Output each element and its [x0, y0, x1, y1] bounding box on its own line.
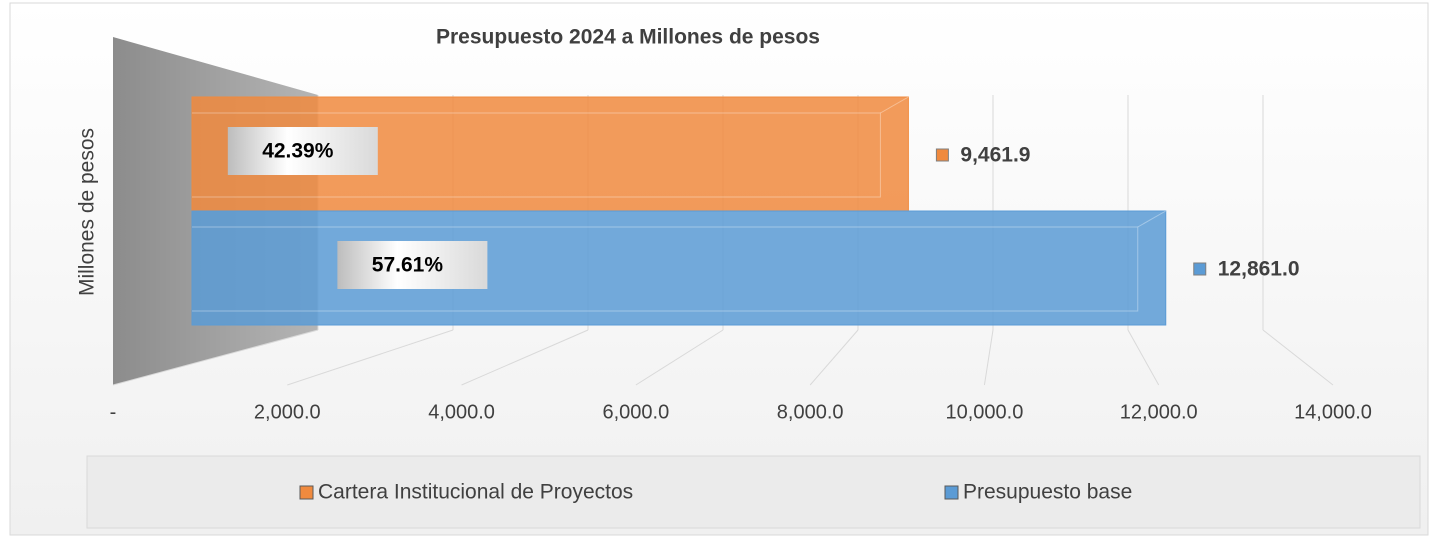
share-label-box	[227, 127, 378, 175]
floor-line	[983, 329, 994, 386]
floor-line	[1262, 329, 1334, 386]
chart-title: Presupuesto 2024 a Millones de pesos	[436, 26, 820, 49]
legend-label: Presupuesto base	[963, 481, 1132, 504]
x-tick-label: 10,000.0	[945, 401, 1023, 423]
share-label: 42.39%	[262, 140, 334, 163]
floor-line	[112, 329, 319, 386]
value-label: 12,861.0	[1218, 258, 1300, 281]
bar-edge	[1137, 210, 1167, 228]
bar-edge	[192, 226, 1139, 312]
x-tick-label: -	[110, 401, 117, 423]
share-label: 57.61%	[372, 254, 444, 277]
bar-edge	[880, 96, 909, 114]
legend-key	[944, 485, 959, 500]
floor-line	[635, 329, 724, 386]
value-label: 9,461.9	[960, 144, 1030, 167]
x-tick-label: 6,000.0	[602, 401, 669, 423]
x-tick-label: 4,000.0	[428, 401, 495, 423]
legend-key	[299, 485, 314, 500]
share-label-box	[337, 241, 488, 289]
x-tick-label: 14,000.0	[1294, 401, 1372, 423]
x-tick-label: 8,000.0	[777, 401, 844, 423]
floor-line	[809, 329, 859, 386]
floor-line	[287, 329, 454, 386]
legend-label: Cartera Institucional de Proyectos	[318, 481, 633, 504]
floor-line	[461, 329, 589, 386]
x-tick-label: 12,000.0	[1120, 401, 1198, 423]
x-tick-label: 2,000.0	[254, 401, 321, 423]
floor-line	[1127, 329, 1160, 386]
bar-edge	[192, 112, 881, 198]
y-axis-label: Millones de pesos	[76, 128, 99, 296]
legend-box	[86, 455, 1421, 529]
value-label-key	[935, 148, 949, 162]
value-label-key	[1193, 262, 1207, 276]
